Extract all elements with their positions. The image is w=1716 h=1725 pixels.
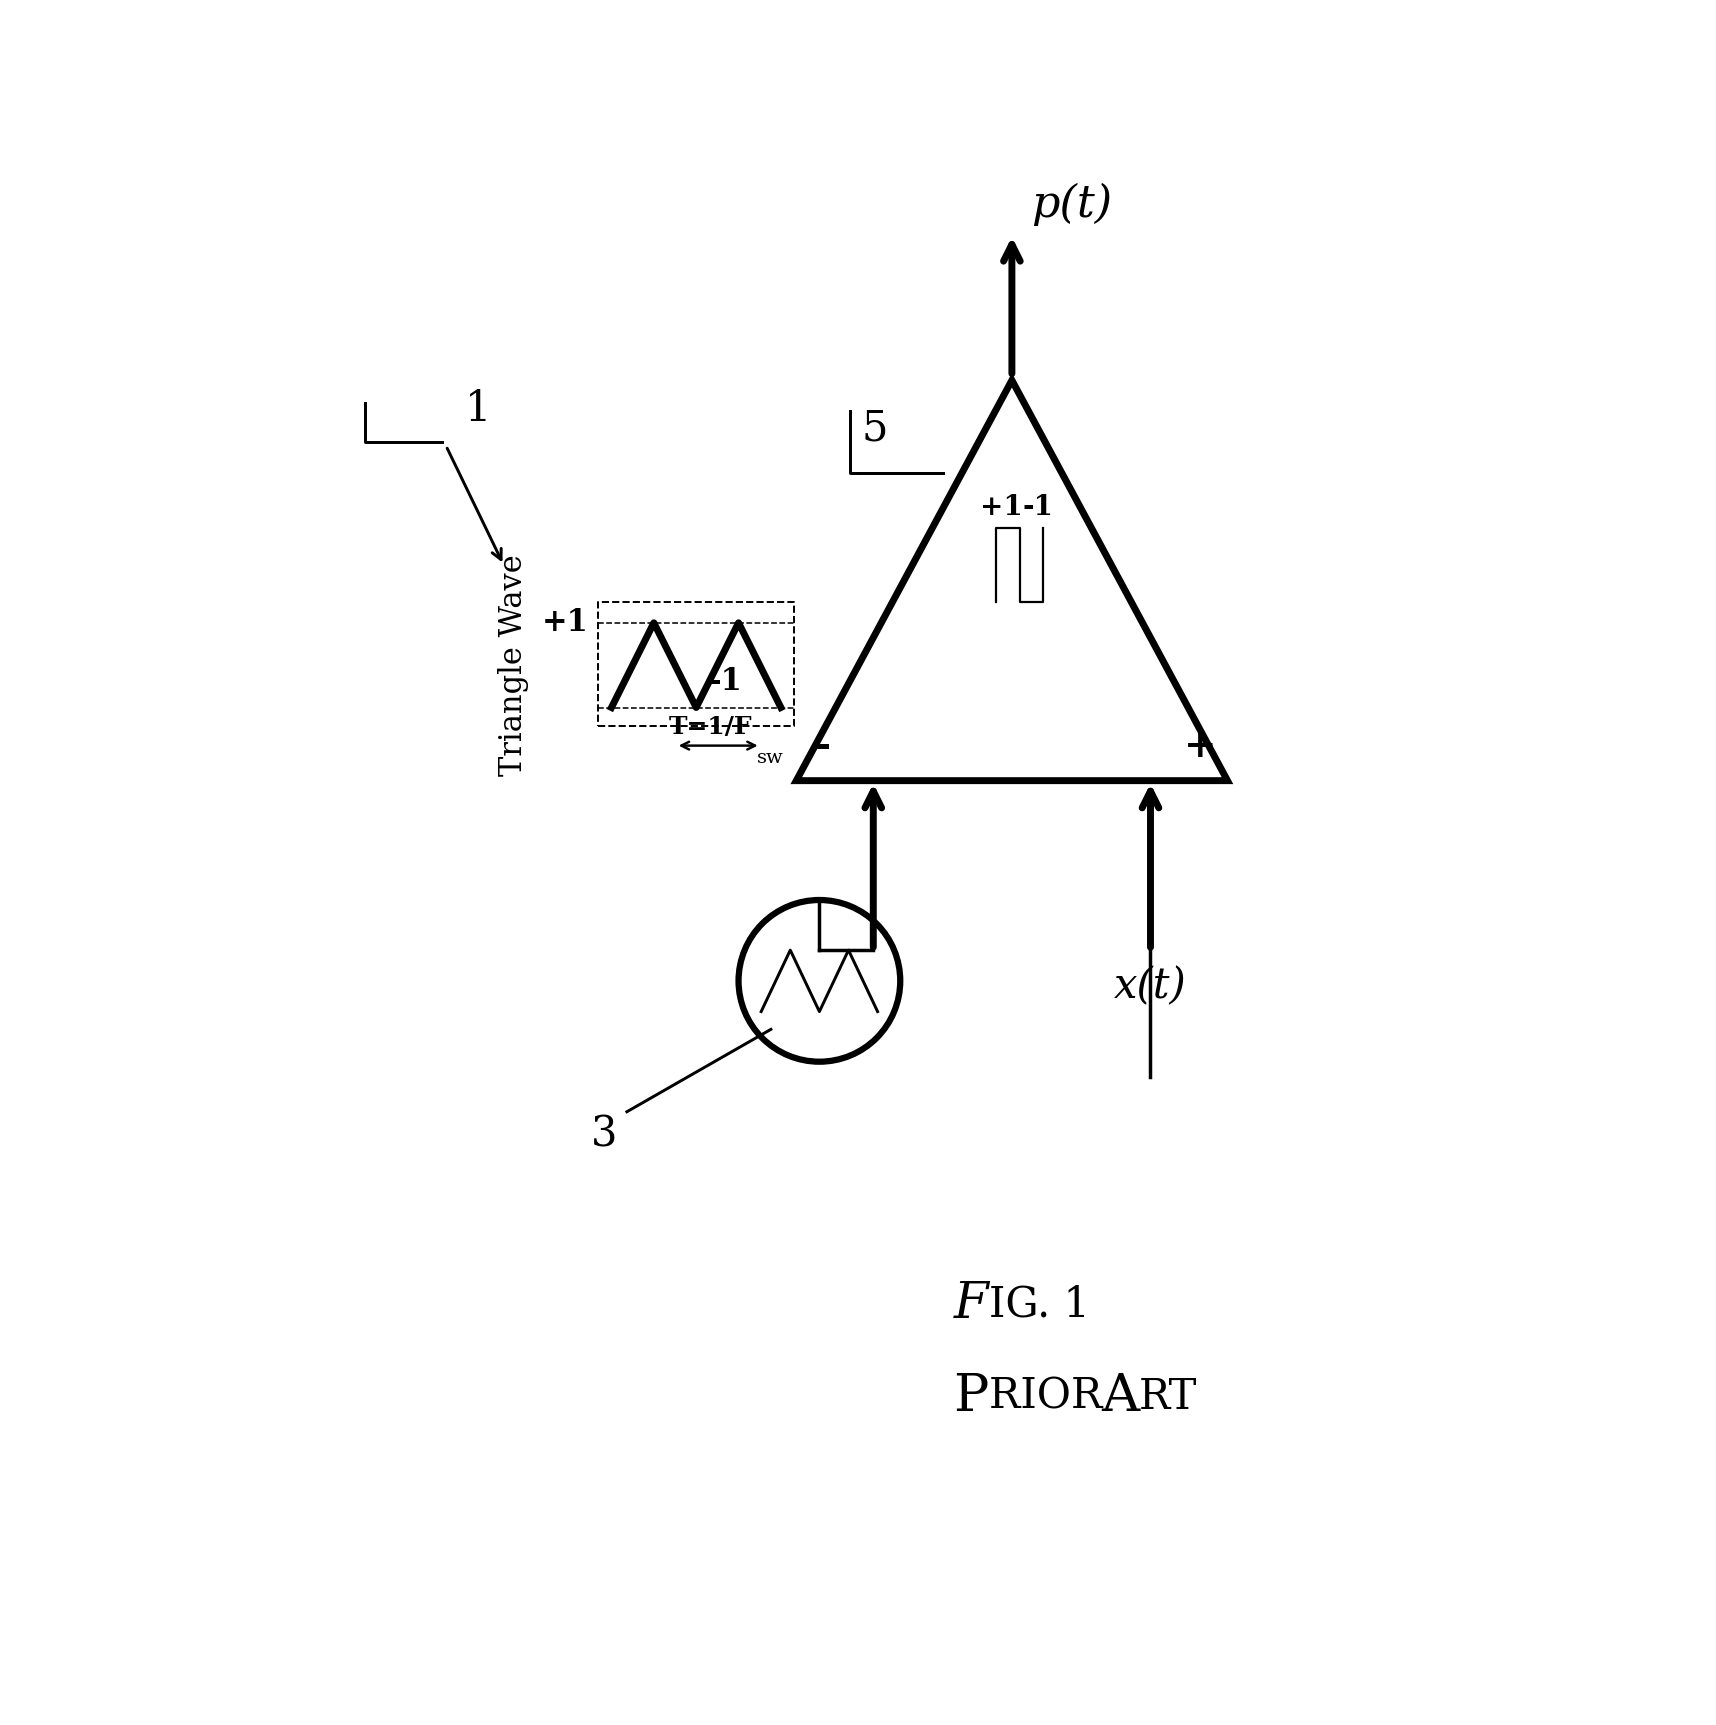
Text: IG. 1: IG. 1 (988, 1283, 1090, 1325)
Text: Triangle Wave: Triangle Wave (498, 554, 529, 776)
Text: 5: 5 (861, 407, 889, 450)
Text: T=1/F: T=1/F (669, 716, 752, 740)
Text: p(t): p(t) (1031, 183, 1112, 226)
Text: sw: sw (757, 749, 784, 768)
Text: +: + (1184, 728, 1217, 766)
Text: F: F (954, 1280, 988, 1328)
Text: RT: RT (1139, 1375, 1198, 1418)
Text: RIOR: RIOR (988, 1375, 1115, 1418)
Text: -1: -1 (709, 666, 741, 697)
Text: x(t): x(t) (1114, 966, 1187, 1007)
Text: 3: 3 (590, 1114, 618, 1156)
Text: P: P (954, 1371, 988, 1421)
Text: +1: +1 (980, 493, 1023, 521)
Text: -: - (815, 728, 831, 766)
Text: -1: -1 (1023, 493, 1054, 521)
Text: 1: 1 (465, 388, 491, 430)
Text: +1: +1 (542, 607, 589, 638)
Text: A: A (1102, 1371, 1139, 1421)
